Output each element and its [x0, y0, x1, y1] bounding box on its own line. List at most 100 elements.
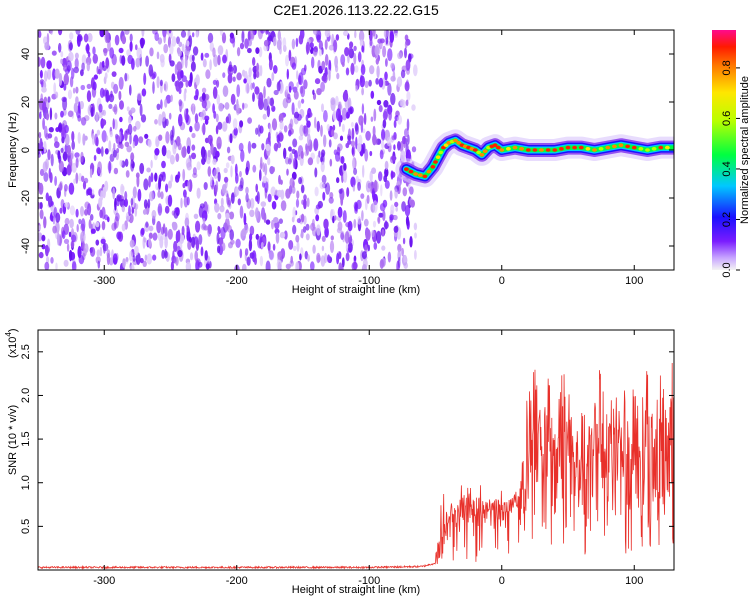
noise-blob — [200, 52, 204, 61]
noise-blob — [161, 249, 165, 259]
noise-blob — [186, 145, 191, 155]
noise-blob — [61, 123, 66, 137]
noise-blob — [43, 216, 47, 229]
noise-blob — [267, 193, 272, 203]
noise-blob — [404, 128, 409, 138]
noise-blob — [212, 79, 217, 85]
noise-blob — [367, 244, 370, 252]
noise-blob — [118, 90, 122, 101]
noise-blob — [316, 252, 321, 264]
colorbar-tick-label: 0.4 — [721, 161, 733, 176]
noise-blob — [125, 170, 130, 178]
noise-blob — [232, 76, 236, 82]
noise-blob — [315, 214, 320, 222]
noise-blob — [364, 80, 369, 88]
noise-blob — [43, 70, 48, 82]
noise-blob — [168, 30, 172, 34]
noise-blob — [128, 250, 133, 262]
signal-peak — [433, 160, 438, 164]
noise-blob — [249, 30, 255, 40]
noise-blob — [154, 148, 160, 156]
x-tick-label: 0 — [499, 275, 505, 287]
noise-blob — [355, 123, 359, 135]
noise-blob — [179, 232, 185, 245]
noise-blob — [305, 145, 310, 156]
noise-blob — [291, 62, 297, 70]
noise-blob — [245, 82, 250, 94]
colorbar-ticks: 0.0 0.2 0.4 0.6 0.8 — [721, 60, 740, 278]
noise-blob — [390, 204, 395, 215]
noise-blob — [126, 106, 130, 112]
x-tick-label: -300 — [93, 275, 115, 287]
noise-blob — [288, 123, 293, 131]
noise-blob — [278, 218, 283, 224]
noise-blob — [108, 140, 112, 153]
noise-blob — [112, 253, 118, 265]
noise-blob — [303, 198, 307, 210]
noise-blob — [181, 146, 187, 158]
noise-blob — [372, 220, 377, 228]
noise-blob — [209, 59, 212, 71]
noise-blob — [204, 52, 210, 58]
noise-blob — [147, 139, 152, 148]
spectrogram-x-label: Height of straight line (km) — [292, 284, 420, 296]
noise-blob — [260, 201, 267, 208]
noise-blob — [303, 194, 307, 201]
noise-blob — [387, 82, 392, 96]
noise-blob — [38, 251, 44, 259]
noise-blob — [101, 119, 107, 126]
noise-blob — [364, 244, 368, 254]
noise-blob — [42, 117, 45, 130]
noise-blob — [199, 203, 205, 209]
noise-blob — [265, 30, 269, 35]
noise-blob — [181, 225, 185, 236]
noise-blob — [172, 141, 177, 155]
noise-blob — [38, 202, 41, 210]
noise-blob — [111, 71, 117, 77]
spectrogram-y-ticks: -40 -20 0 20 40 — [20, 48, 674, 254]
noise-blob — [265, 143, 271, 152]
noise-blob — [315, 204, 321, 210]
noise-blob — [196, 187, 201, 199]
noise-blob — [330, 99, 336, 112]
noise-blob — [298, 177, 303, 185]
noise-blob — [413, 222, 418, 231]
noise-blob — [124, 158, 129, 167]
noise-blob — [54, 91, 59, 99]
noise-blob — [50, 30, 54, 35]
noise-blob — [152, 254, 157, 261]
noise-blob — [250, 198, 255, 209]
noise-blob — [177, 142, 182, 151]
noise-blob — [377, 216, 380, 223]
noise-blob — [384, 167, 389, 178]
noise-blob — [333, 39, 338, 53]
noise-blob — [328, 139, 332, 148]
noise-blob — [300, 184, 305, 194]
noise-blob — [214, 184, 219, 193]
noise-blob — [341, 107, 348, 121]
noise-blob — [375, 78, 379, 85]
noise-blob — [335, 64, 339, 73]
noise-blob — [149, 47, 154, 57]
noise-blob — [175, 153, 180, 163]
noise-blob — [369, 37, 373, 47]
colorbar-label: Normalized spectral amplitude — [739, 76, 750, 224]
noise-blob — [316, 120, 320, 133]
noise-blob — [69, 205, 75, 216]
noise-blob — [186, 161, 192, 171]
noise-blob — [335, 108, 342, 121]
noise-blob — [152, 232, 158, 241]
noise-blob — [247, 117, 253, 124]
noise-blob — [378, 171, 383, 182]
noise-blob — [347, 220, 353, 232]
noise-blob — [177, 229, 181, 242]
noise-blob — [360, 193, 365, 199]
noise-blob — [262, 162, 265, 173]
noise-blob — [92, 81, 97, 91]
signal-peak — [408, 169, 414, 174]
noise-blob — [393, 225, 399, 233]
noise-blob — [46, 60, 52, 70]
noise-blob — [383, 100, 389, 108]
noise-blob — [63, 259, 69, 267]
noise-blob — [86, 83, 92, 89]
